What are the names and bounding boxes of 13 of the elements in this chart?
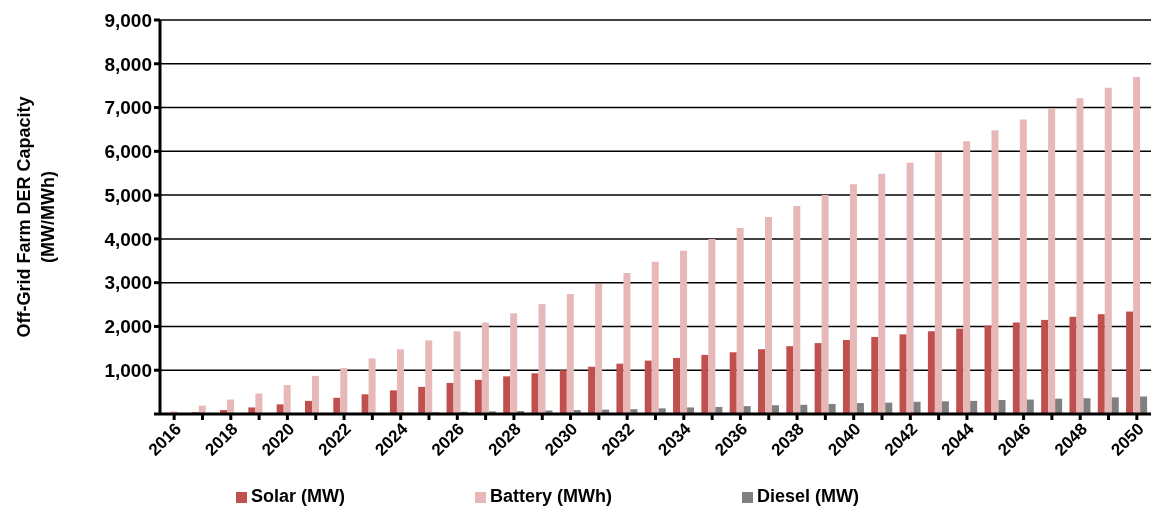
- legend-label: Diesel (MW): [756, 486, 859, 506]
- y-tick-label: 2,000: [104, 316, 152, 338]
- legend-label: Battery (MWh): [489, 486, 612, 506]
- y-tick-label: 8,000: [104, 53, 152, 75]
- legend-label: Solar (MW): [250, 486, 345, 506]
- y-tick-label: 6,000: [104, 141, 152, 163]
- y-tick-label: 3,000: [104, 272, 152, 294]
- y-tick-label: 1,000: [104, 359, 152, 381]
- y-tick-label: 5,000: [104, 184, 152, 206]
- y-axis-title: Off-Grid Farm DER Capacity (MW/MWh): [14, 96, 58, 338]
- y-tick-label: 7,000: [104, 97, 152, 119]
- y-tick-label: 4,000: [104, 228, 152, 250]
- y-tick-label: 9,000: [104, 9, 152, 31]
